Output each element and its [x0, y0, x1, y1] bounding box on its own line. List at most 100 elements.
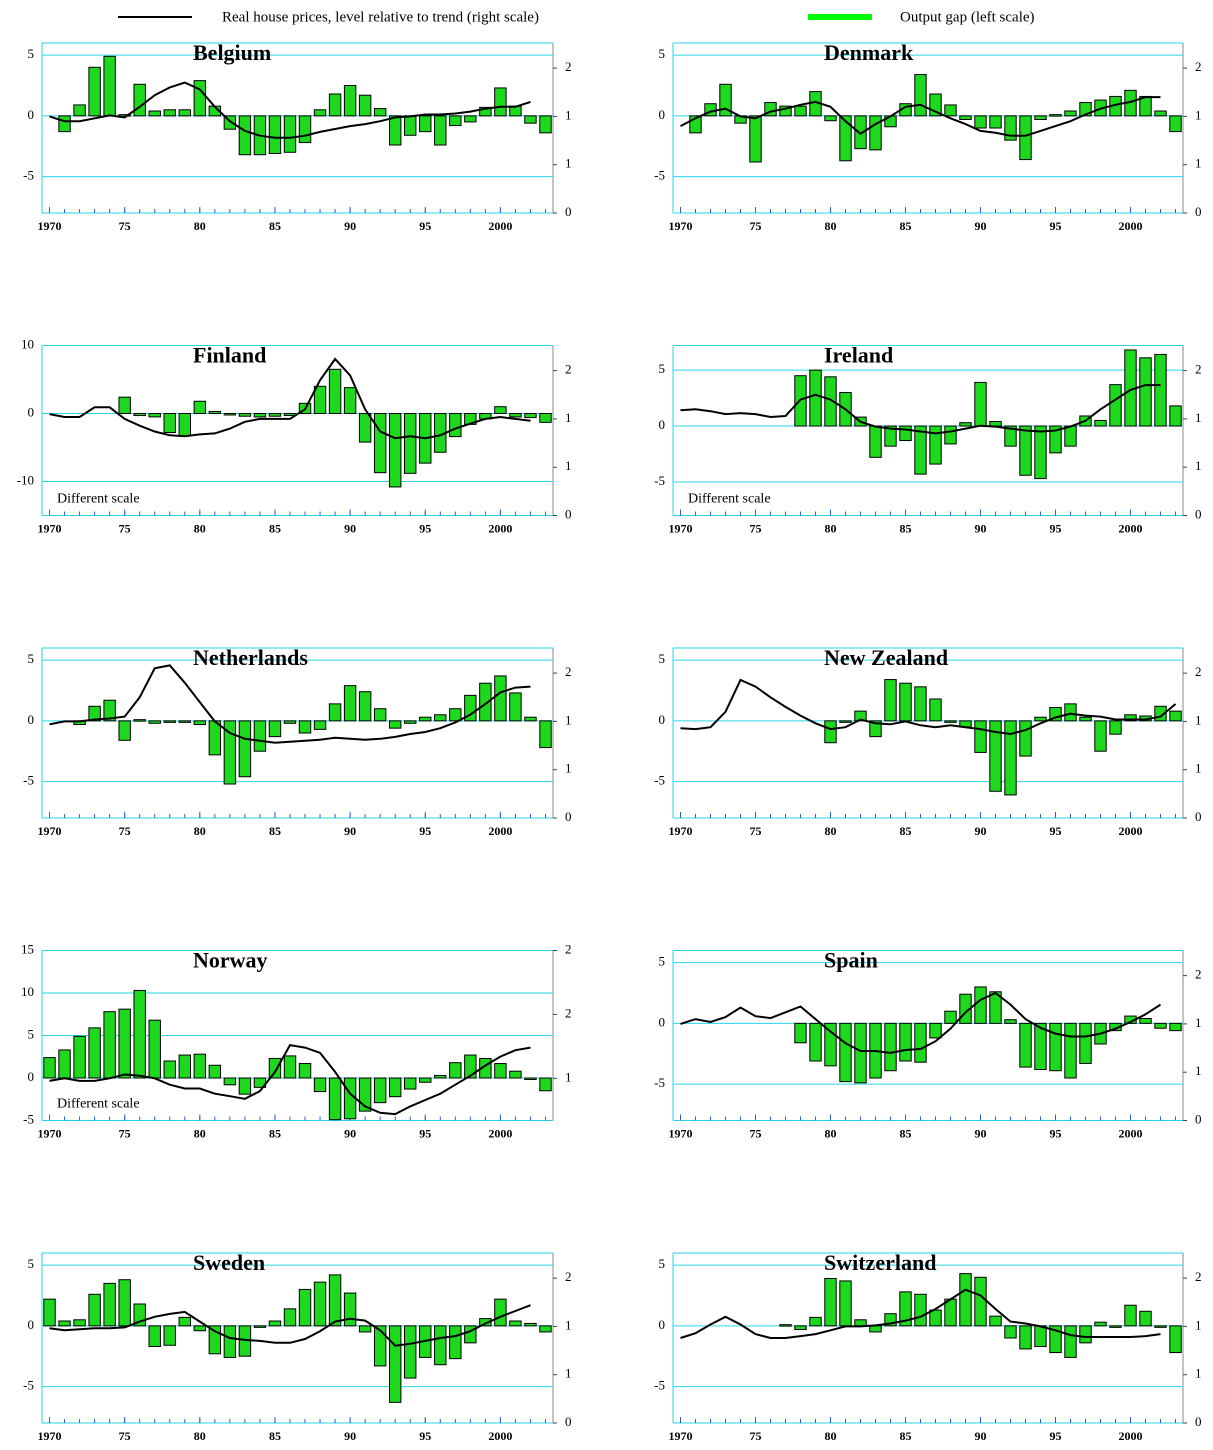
panel-title: Denmark	[824, 40, 914, 65]
bar	[479, 682, 492, 722]
bar	[1169, 1022, 1182, 1032]
x-tick-label: 2000	[488, 824, 512, 838]
y-tick-label: 15	[21, 941, 34, 956]
bar	[479, 1318, 492, 1327]
bar	[163, 1325, 176, 1346]
x-tick-label: 95	[419, 521, 431, 535]
bar	[358, 1325, 372, 1333]
y2-tick-label: 1	[565, 1366, 572, 1381]
bar	[539, 115, 552, 134]
y-tick-label: -5	[23, 1111, 34, 1126]
bar	[373, 1077, 387, 1104]
y2-tick-label: 0	[1195, 809, 1202, 824]
bar	[103, 1011, 116, 1079]
bar	[178, 720, 191, 723]
y2-tick-label: 0	[1195, 1414, 1202, 1429]
bar	[253, 1325, 267, 1328]
bar	[1079, 1022, 1092, 1064]
bar	[434, 714, 447, 722]
y2-tick-label: 2	[1195, 59, 1202, 74]
bar	[388, 115, 402, 146]
x-tick-label: 85	[900, 1429, 912, 1443]
bar	[118, 114, 131, 117]
bar	[313, 720, 327, 730]
bar	[434, 1325, 447, 1366]
bar	[1019, 425, 1032, 476]
x-tick-label: 85	[900, 219, 912, 233]
bar	[298, 1288, 312, 1327]
bar	[1064, 110, 1077, 117]
bar	[464, 694, 477, 722]
y2-tick-label: 2	[565, 1269, 572, 1284]
bar	[328, 1077, 342, 1121]
panel-title: Norway	[193, 948, 268, 973]
bar	[1034, 716, 1047, 722]
x-tick-label: 80	[194, 521, 206, 535]
bar	[373, 1325, 387, 1367]
x-tick-label: 90	[344, 1429, 356, 1443]
panel-title: Netherlands	[193, 645, 308, 670]
bar	[133, 989, 146, 1079]
bar	[223, 1325, 237, 1358]
y-tick-label: 0	[659, 712, 666, 727]
x-tick-label: 2000	[488, 1126, 512, 1140]
bar	[1169, 1325, 1182, 1354]
bar	[944, 720, 957, 723]
bar	[824, 720, 837, 744]
bar	[388, 720, 402, 729]
bar	[343, 387, 357, 415]
legend-swatch	[808, 14, 872, 20]
bar	[929, 1309, 942, 1327]
bar	[268, 1320, 282, 1327]
x-tick-label: 95	[1050, 219, 1062, 233]
bar	[869, 1325, 882, 1333]
x-tick-label: 1970	[38, 824, 62, 838]
y-tick-label: 5	[28, 1026, 35, 1041]
bar	[58, 115, 71, 133]
bar	[419, 115, 432, 133]
bar	[208, 720, 222, 756]
x-tick-label: 90	[344, 521, 356, 535]
y2-tick-label: 1	[1195, 156, 1202, 171]
bar	[464, 115, 477, 123]
bar	[238, 720, 252, 778]
bar	[253, 413, 267, 418]
x-tick-label: 90	[344, 1126, 356, 1140]
bar	[178, 1316, 191, 1327]
bar	[449, 1325, 462, 1360]
bar	[539, 413, 552, 423]
x-tick-label: 75	[750, 1126, 762, 1140]
bar	[779, 1324, 792, 1327]
x-tick-label: 85	[900, 521, 912, 535]
bar	[539, 1077, 552, 1092]
y-tick-label: 0	[659, 1014, 666, 1029]
bar	[689, 115, 702, 134]
x-tick-label: 90	[975, 1126, 987, 1140]
bar	[103, 1282, 116, 1327]
bar	[524, 413, 537, 419]
bar	[223, 115, 237, 130]
bar	[974, 986, 987, 1024]
x-tick-label: 2000	[1119, 521, 1143, 535]
bar	[404, 413, 417, 474]
bar	[884, 425, 897, 447]
y-tick-label: 0	[659, 107, 666, 122]
bar	[1064, 1325, 1077, 1358]
x-tick-label: 90	[344, 219, 356, 233]
bar	[1004, 425, 1017, 447]
bar	[869, 425, 882, 458]
bar	[524, 716, 537, 722]
bar	[524, 1322, 537, 1327]
bar	[178, 109, 191, 117]
line	[49, 1043, 531, 1116]
x-tick-label: 80	[825, 1126, 837, 1140]
y-tick-label: -5	[654, 773, 665, 788]
bar	[944, 104, 957, 117]
bar	[929, 698, 942, 722]
bar	[764, 102, 777, 117]
bar	[1139, 1310, 1152, 1327]
y2-tick-label: 1	[1195, 410, 1202, 425]
bar	[1169, 115, 1182, 133]
x-tick-label: 95	[419, 1429, 431, 1443]
